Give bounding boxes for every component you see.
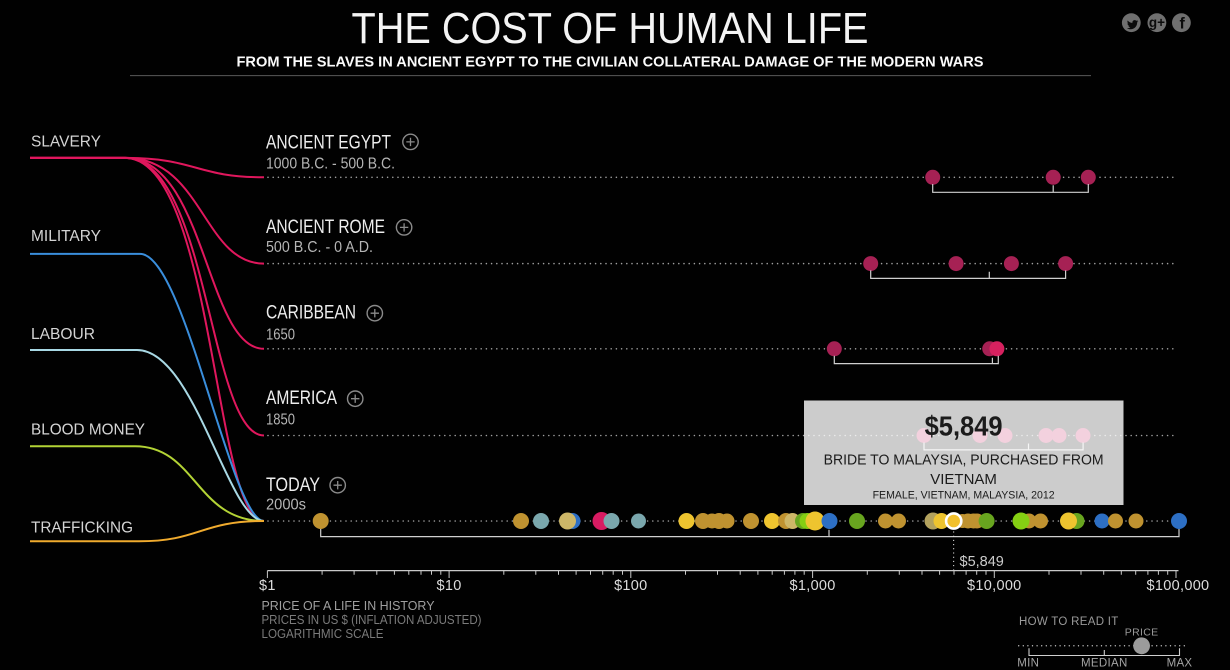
svg-text:2000s: 2000s <box>266 496 306 513</box>
svg-text:f: f <box>1180 16 1186 33</box>
svg-text:$1,000: $1,000 <box>790 578 836 594</box>
svg-text:$10,000: $10,000 <box>967 578 1022 594</box>
svg-text:TRAFFICKING: TRAFFICKING <box>31 519 133 536</box>
svg-text:FEMALE, VIETNAM, MALAYSIA, 201: FEMALE, VIETNAM, MALAYSIA, 2012 <box>873 490 1055 502</box>
svg-text:LABOUR: LABOUR <box>31 326 95 343</box>
svg-text:MIN: MIN <box>1017 657 1039 669</box>
svg-text:g+: g+ <box>1149 15 1165 30</box>
svg-text:$100: $100 <box>614 578 647 594</box>
svg-text:$100,000: $100,000 <box>1147 578 1210 594</box>
svg-text:ANCIENT ROME: ANCIENT ROME <box>266 217 385 238</box>
svg-text:BRIDE TO MALAYSIA, PURCHASED F: BRIDE TO MALAYSIA, PURCHASED FROM <box>824 452 1104 469</box>
svg-text:MILITARY: MILITARY <box>31 228 101 245</box>
svg-text:MAX: MAX <box>1167 657 1193 669</box>
svg-text:$10: $10 <box>437 578 462 594</box>
svg-text:BLOOD MONEY: BLOOD MONEY <box>31 422 145 439</box>
svg-text:ANCIENT EGYPT: ANCIENT EGYPT <box>266 133 391 154</box>
svg-text:CARIBBEAN: CARIBBEAN <box>266 302 356 323</box>
svg-text:THE COST OF HUMAN LIFE: THE COST OF HUMAN LIFE <box>352 4 869 53</box>
svg-text:1650: 1650 <box>266 326 295 343</box>
svg-text:AMERICA: AMERICA <box>266 388 337 409</box>
svg-text:PRICES IN US $ (INFLATION ADJU: PRICES IN US $ (INFLATION ADJUSTED) <box>262 613 482 627</box>
svg-text:1000 B.C. - 500 B.C.: 1000 B.C. - 500 B.C. <box>266 155 395 172</box>
svg-text:VIETNAM: VIETNAM <box>930 471 997 488</box>
svg-text:TODAY: TODAY <box>266 475 320 496</box>
svg-text:PRICE OF A LIFE IN HISTORY: PRICE OF A LIFE IN HISTORY <box>262 598 435 613</box>
svg-text:SLAVERY: SLAVERY <box>31 134 101 151</box>
svg-text:LOGARITHMIC SCALE: LOGARITHMIC SCALE <box>262 627 384 641</box>
svg-text:$5,849: $5,849 <box>925 411 1003 442</box>
svg-text:500 B.C. - 0 A.D.: 500 B.C. - 0 A.D. <box>266 239 373 256</box>
svg-text:HOW TO READ IT: HOW TO READ IT <box>1019 616 1119 628</box>
svg-text:FROM THE SLAVES IN ANCIENT EGY: FROM THE SLAVES IN ANCIENT EGYPT TO THE … <box>237 54 984 71</box>
svg-text:PRICE: PRICE <box>1125 626 1159 638</box>
svg-text:MEDIAN: MEDIAN <box>1081 657 1128 669</box>
svg-text:1850: 1850 <box>266 412 295 429</box>
svg-text:$5,849: $5,849 <box>960 554 1004 570</box>
svg-text:$1: $1 <box>259 578 276 594</box>
